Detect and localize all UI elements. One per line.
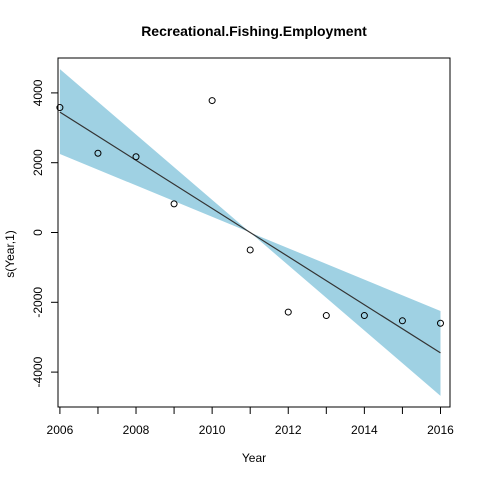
data-point [170,200,178,208]
x-axis: 2006 2008 2010 2012 2014 2016 [47,406,454,437]
x-tick-label: 2010 [199,423,226,437]
data-points [56,97,444,327]
x-tick-label: 2006 [47,423,74,437]
data-point [360,312,368,320]
x-tick-label: 2012 [275,423,302,437]
y-tick-label: 0 [31,229,45,236]
x-tick-label: 2014 [351,423,378,437]
plot-area [56,69,444,396]
data-point [246,246,254,254]
y-axis-label: s(Year,1) [3,230,17,278]
data-point [94,149,102,157]
data-point [398,317,406,325]
data-point [322,312,330,320]
x-tick-label: 2008 [123,423,150,437]
chart-title: Recreational.Fishing.Employment [141,23,367,39]
y-tick-label: 2000 [31,149,45,176]
data-point [436,319,444,327]
y-tick-label: -4000 [31,356,45,387]
x-tick-label: 2016 [427,423,454,437]
y-tick-label: -2000 [31,287,45,318]
y-tick-label: 4000 [31,79,45,106]
x-axis-label: Year [242,451,266,465]
data-point [208,97,216,105]
data-point [56,104,64,112]
data-point [284,308,292,316]
plot-frame [57,57,451,408]
fit-line [59,111,441,354]
data-point [132,153,140,161]
y-axis: -4000 -2000 0 2000 4000 [31,79,59,387]
